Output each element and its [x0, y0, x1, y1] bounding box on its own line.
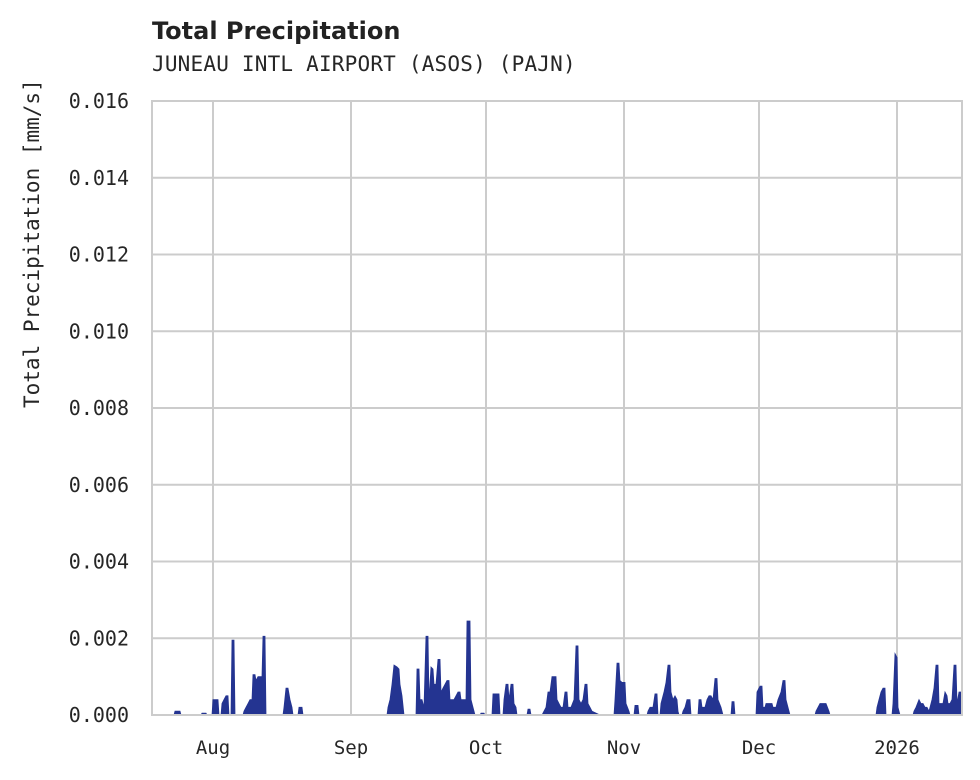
- y-tick-label: 0.000: [69, 703, 129, 727]
- y-tick-label: 0.004: [69, 550, 129, 574]
- y-tick-label: 0.016: [69, 89, 129, 113]
- y-tick-label: 0.006: [69, 473, 129, 497]
- chart-subtitle: JUNEAU INTL AIRPORT (ASOS) (PAJN): [152, 52, 576, 76]
- x-tick-label: Oct: [469, 737, 503, 759]
- x-tick-label: Nov: [607, 737, 641, 759]
- y-axis-ticks: 0.000 0.002 0.004 0.006 0.008 0.010 0.012 0.014…: [69, 89, 129, 727]
- chart-title: Total Precipitation: [152, 17, 401, 45]
- x-axis-ticks: Aug Sep Oct Nov Dec 2026: [196, 737, 920, 759]
- y-tick-label: 0.014: [69, 166, 129, 190]
- plot-frame: [151, 100, 963, 716]
- x-tick-label: Dec: [742, 737, 776, 759]
- x-tick-label: 2026: [874, 737, 920, 759]
- precipitation-series: [152, 620, 963, 716]
- y-tick-label: 0.008: [69, 396, 129, 420]
- y-tick-label: 0.002: [69, 626, 129, 650]
- grid-lines: [152, 100, 962, 716]
- y-tick-label: 0.010: [69, 319, 129, 343]
- x-tick-label: Aug: [196, 737, 230, 759]
- x-tick-label: Sep: [334, 737, 368, 759]
- y-tick-label: 0.012: [69, 243, 129, 267]
